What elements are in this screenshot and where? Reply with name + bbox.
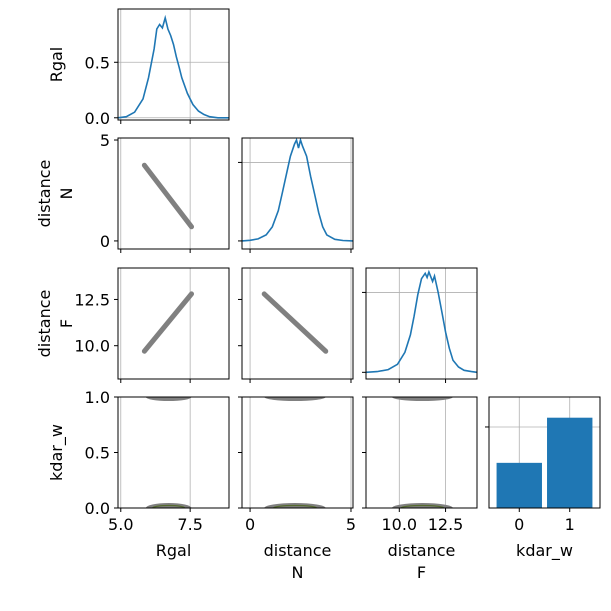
y-axis-label-distance_n: N <box>57 188 76 200</box>
axes-frame <box>365 396 478 509</box>
density-line-distance_f <box>366 269 477 374</box>
axes-frame <box>488 396 601 509</box>
scatter-band <box>141 162 195 230</box>
x-tick-label: 7.5 <box>177 515 202 534</box>
x-tick-label: 12.5 <box>428 515 464 534</box>
x-axis-label-rgal: Rgal <box>156 541 192 560</box>
x-axis-label-kdar_w: kdar_w <box>516 541 573 561</box>
scatter-cluster-1 <box>391 397 453 401</box>
y-tick-label: 0.0 <box>85 109 110 128</box>
axes-frame <box>117 267 230 380</box>
panel-1-1 <box>238 137 354 253</box>
axes-frame <box>241 396 354 509</box>
y-tick-label: 0.5 <box>85 53 110 72</box>
x-axis-label-distance_f: F <box>417 563 426 582</box>
bar-1 <box>547 417 593 508</box>
y-tick-label: 10.0 <box>74 337 110 356</box>
panel-3-0: 5.0 7.5 0.0 0.5 1.0 <box>85 388 230 534</box>
axes-frame <box>241 137 354 250</box>
scatter-band <box>261 291 329 354</box>
x-tick-label: 0 <box>245 515 255 534</box>
y-tick-label: 12.5 <box>74 290 110 309</box>
axes-frame <box>117 137 230 250</box>
x-axis-label-distance_n: distance <box>264 541 332 560</box>
scatter-cluster-1 <box>145 397 192 401</box>
y-axis-label-rgal: Rgal <box>47 47 66 83</box>
x-axis-label-distance_f: distance <box>388 541 456 560</box>
x-tick-label: 5 <box>346 515 356 534</box>
bar-0 <box>496 462 542 508</box>
contour <box>272 504 318 508</box>
panel-2-1 <box>238 267 354 383</box>
scatter-band <box>141 291 195 354</box>
panel-0-0: 0.0 0.5 <box>85 8 230 128</box>
y-tick-label: 5 <box>100 131 110 150</box>
y-axis-label-kdar_w: kdar_w <box>47 424 67 481</box>
x-axis-label-distance_n: N <box>292 563 304 582</box>
panel-1-0: 05 <box>100 131 230 253</box>
x-tick-label: 10.0 <box>381 515 417 534</box>
panel-2-0: 10.0 12.5 <box>74 267 230 383</box>
axes-frame <box>117 396 230 509</box>
y-tick-label: 0 <box>100 232 110 251</box>
y-tick-label: 1.0 <box>85 388 110 407</box>
x-tick-label: 5.0 <box>108 515 133 534</box>
x-tick-label: 0 <box>514 515 524 534</box>
x-tick-label: 1 <box>565 515 575 534</box>
axes-frame <box>117 8 230 121</box>
y-axis-label-distance_n: distance <box>35 160 54 228</box>
scatter-cluster-1 <box>264 397 326 401</box>
density-line-distance_n <box>242 138 353 242</box>
axes-frame <box>241 267 354 380</box>
density-line-rgal <box>118 14 229 119</box>
y-tick-label: 0.5 <box>85 444 110 463</box>
contour <box>152 504 186 508</box>
contour <box>400 504 445 508</box>
axes-frame <box>365 267 478 380</box>
y-axis-label-distance_f: distance <box>35 290 54 358</box>
y-axis-label-distance_f: F <box>57 319 76 328</box>
y-tick-label: 0.0 <box>85 499 110 518</box>
panel-2-2 <box>362 267 478 383</box>
panel-3-2: 10.0 12.5 <box>362 396 478 534</box>
